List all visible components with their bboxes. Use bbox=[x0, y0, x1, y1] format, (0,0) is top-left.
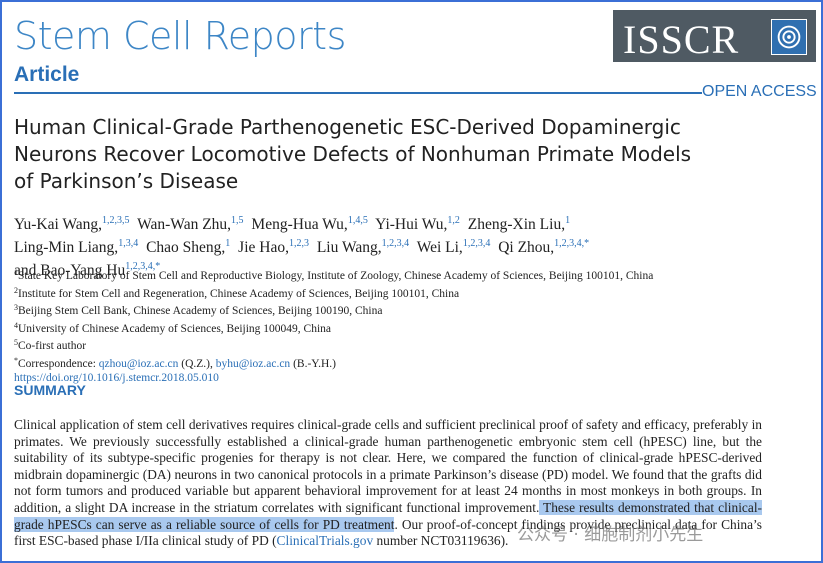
summary-heading: SUMMARY bbox=[14, 382, 86, 398]
affiliation-number: 3 bbox=[14, 303, 18, 313]
author-affiliation: 1,2,3,5 bbox=[102, 215, 130, 226]
summary-part: Clinical application of stem cell deriva… bbox=[14, 417, 762, 515]
author-name: Wan-Wan Zhu, bbox=[137, 216, 232, 233]
logo-icon bbox=[771, 19, 807, 55]
author-name: Meng-Hua Wu, bbox=[251, 216, 348, 233]
author: and Bao-Yang Hu1,2,3,4,* bbox=[14, 261, 164, 279]
affiliation-text: Beijing Stem Cell Bank, Chinese Academy … bbox=[18, 305, 383, 318]
author-affiliation: 1,2,3,4 bbox=[462, 238, 491, 249]
author-affiliation: 1 bbox=[565, 215, 571, 226]
authors: Yu-Kai Wang,1,2,3,5 Wan-Wan Zhu,1,5 Meng… bbox=[14, 211, 674, 280]
watermark: 公众号 · 细胞制剂小先生 bbox=[517, 525, 704, 545]
author: Jie Hao,1,2,3 bbox=[238, 238, 313, 256]
author-affiliation: 1,4,5 bbox=[347, 215, 368, 226]
logo: ISSCR bbox=[613, 10, 816, 62]
email-link[interactable]: byhu@ioz.ac.cn bbox=[215, 357, 291, 370]
author-name: Yu-Kai Wang, bbox=[14, 216, 103, 233]
author-affiliation: 1 bbox=[225, 238, 231, 249]
affiliation-number: 5 bbox=[14, 338, 18, 348]
email-link[interactable]: qzhou@ioz.ac.cn bbox=[98, 357, 179, 370]
affiliation: 1State Key Laboratory of Stem Cell and R… bbox=[14, 266, 734, 284]
doi: https://doi.org/10.1016/j.stemcr.2018.05… bbox=[14, 372, 734, 386]
affiliation: 5Co-first author bbox=[14, 336, 734, 354]
affiliation-number: 2 bbox=[14, 285, 18, 295]
journal-name: Stem Cell Reports bbox=[14, 14, 346, 58]
author-name: Jie Hao, bbox=[238, 239, 289, 256]
author: Yu-Kai Wang,1,2,3,5 bbox=[14, 215, 134, 233]
author: Chao Sheng,1 bbox=[146, 238, 234, 256]
author: Yi-Hui Wu,1,2 bbox=[375, 215, 464, 233]
author-name: Liu Wang, bbox=[316, 239, 382, 256]
author-affiliation: 1,2,3,4,* bbox=[554, 238, 590, 249]
affiliation-text: Co-first author bbox=[18, 340, 87, 353]
author-name: Wei Li, bbox=[416, 239, 463, 256]
author: Ling-Min Liang,1,3,4 bbox=[14, 238, 142, 256]
affiliation-text: Institute for Stem Cell and Regeneration… bbox=[18, 287, 460, 300]
author-name: Qi Zhou, bbox=[498, 239, 555, 256]
article-title: Human Clinical-Grade Parthenogenetic ESC… bbox=[14, 115, 692, 193]
author: Meng-Hua Wu,1,4,5 bbox=[251, 215, 371, 233]
author-name: Zheng-Xin Liu, bbox=[467, 216, 566, 233]
author-affiliation: 1,2,3 bbox=[288, 238, 309, 249]
author-name: and Bao-Yang Hu bbox=[14, 262, 126, 279]
author: Wei Li,1,2,3,4 bbox=[416, 238, 495, 256]
affiliation: 3Beijing Stem Cell Bank, Chinese Academy… bbox=[14, 301, 734, 319]
author-affiliation: 1,2,3,4 bbox=[381, 238, 410, 249]
affiliation-number: 4 bbox=[14, 320, 18, 330]
header-rule bbox=[14, 92, 702, 94]
summary-part: number NCT03119636). bbox=[373, 533, 509, 549]
email-name: (B.-Y.H.) bbox=[293, 357, 336, 370]
author: Qi Zhou,1,2,3,4,* bbox=[498, 238, 593, 256]
author-affiliation: 1,5 bbox=[231, 215, 244, 226]
affiliations: 1State Key Laboratory of Stem Cell and R… bbox=[14, 266, 734, 385]
author: Wan-Wan Zhu,1,5 bbox=[137, 215, 247, 233]
correspondence-marker: * bbox=[14, 355, 18, 365]
affiliation-text: State Key Laboratory of Stem Cell and Re… bbox=[18, 270, 654, 282]
correspondence-label: Correspondence: bbox=[18, 357, 96, 370]
affiliation: 4University of Chinese Academy of Scienc… bbox=[14, 319, 734, 337]
affiliation-text: University of Chinese Academy of Science… bbox=[18, 322, 331, 335]
author-affiliation: 1,2 bbox=[447, 215, 460, 226]
logo-text: ISSCR bbox=[623, 17, 740, 62]
author-affiliation: 1,3,4 bbox=[118, 238, 139, 249]
email-name: (Q.Z.), bbox=[181, 357, 213, 370]
author-affiliation: 1,2,3,4,* bbox=[125, 261, 161, 272]
affiliation: 2Institute for Stem Cell and Regeneratio… bbox=[14, 284, 734, 302]
summary-text: Clinical application of stem cell deriva… bbox=[14, 417, 762, 550]
section-label: Article bbox=[14, 63, 80, 86]
author-name: Chao Sheng, bbox=[146, 239, 226, 256]
trial-link[interactable]: ClinicalTrials.gov bbox=[276, 533, 374, 549]
author-name: Ling-Min Liang, bbox=[14, 239, 119, 256]
open-access: OPEN ACCESS bbox=[702, 83, 817, 100]
doi-link[interactable]: https://doi.org/10.1016/j.stemcr.2018.05… bbox=[14, 371, 219, 384]
author: Zheng-Xin Liu,1 bbox=[467, 215, 574, 233]
author: Liu Wang,1,2,3,4 bbox=[316, 238, 413, 256]
affiliation-number: 1 bbox=[14, 268, 18, 277]
author-name: Yi-Hui Wu, bbox=[375, 216, 448, 233]
correspondence: *Correspondence: qzhou@ioz.ac.cn (Q.Z.),… bbox=[14, 354, 734, 372]
summary-part: . Our proof-of-concept findings provide … bbox=[14, 516, 762, 549]
